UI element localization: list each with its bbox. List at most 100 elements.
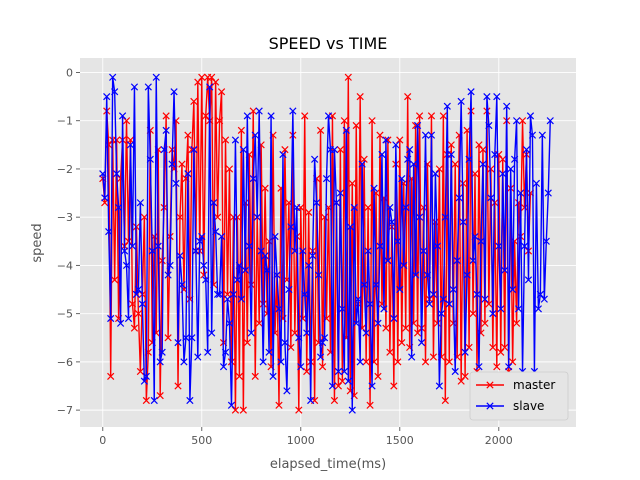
master-point: [111, 276, 119, 284]
slave-point: [178, 281, 186, 289]
master-point: [212, 78, 220, 86]
slave-point: [186, 396, 194, 405]
slave-point: [213, 290, 222, 298]
slave-point: [497, 305, 505, 313]
master-point: [465, 343, 473, 352]
slave-point: [128, 242, 137, 250]
slave-point: [124, 314, 133, 323]
slave-point: [142, 372, 150, 380]
slave-point: [174, 338, 182, 347]
slave-point: [380, 305, 388, 313]
slave-point: [273, 271, 281, 279]
slave-point: [314, 271, 323, 279]
slave-point: [182, 334, 190, 342]
slave-point: [370, 184, 378, 192]
master-point: [105, 141, 113, 149]
y-tick-label: −5: [57, 308, 73, 321]
slave-point: [404, 155, 412, 163]
master-point: [368, 117, 376, 125]
slave-point: [103, 92, 111, 101]
master-point: [136, 367, 145, 376]
master-point: [301, 112, 309, 120]
master-point: [287, 343, 295, 352]
slave-point: [316, 353, 325, 361]
slave-point: [437, 310, 445, 318]
slave-point: [396, 285, 404, 294]
slave-point: [166, 261, 174, 270]
slave-point: [522, 146, 531, 154]
master-point: [497, 348, 505, 356]
slave-point: [168, 160, 176, 168]
master-point: [142, 396, 150, 405]
master-point: [469, 310, 477, 318]
master-point: [261, 184, 269, 192]
slave-point: [200, 261, 208, 270]
master-point: [122, 117, 131, 125]
master-point: [344, 73, 352, 81]
master-point: [217, 88, 226, 96]
axis-ticks: 0 500 1000 1500 2000 0 −1 −2 −3 −4 −5 −6 −7: [57, 66, 513, 447]
y-tick-label: −2: [57, 163, 73, 176]
master-point: [295, 406, 303, 414]
slave-point: [204, 348, 212, 356]
master-point: [404, 92, 412, 101]
legend-label: slave: [513, 399, 544, 413]
slave-point: [524, 276, 533, 284]
master-point: [390, 382, 398, 390]
slave-point: [154, 242, 162, 250]
slave-point: [366, 300, 374, 308]
slave-point: [146, 155, 154, 163]
slave-point: [411, 271, 420, 279]
slave-point: [225, 319, 234, 327]
slave-point: [285, 285, 293, 294]
master-point: [402, 324, 410, 332]
master-point: [419, 203, 428, 212]
slave-point: [312, 199, 321, 207]
slave-point: [384, 256, 392, 265]
master-point: [427, 112, 436, 120]
slave-point: [261, 252, 269, 260]
chart-title: SPEED vs TIME: [269, 34, 388, 53]
slave-point: [382, 136, 390, 144]
master-point: [255, 319, 263, 327]
slave-point: [352, 319, 360, 327]
slave-point: [269, 372, 277, 380]
master-point: [291, 329, 299, 337]
slave-point: [400, 261, 408, 270]
slave-point: [140, 377, 148, 385]
master-point: [208, 73, 216, 81]
master-point: [275, 401, 283, 409]
slave-point: [130, 83, 139, 91]
slave-point: [342, 126, 350, 134]
master-point: [107, 372, 115, 380]
slave-point: [134, 285, 143, 294]
x-tick-label: 0: [99, 434, 106, 447]
master-point: [376, 131, 384, 139]
slave-point: [247, 329, 255, 337]
slave-point: [501, 266, 509, 274]
master-point: [501, 343, 509, 352]
y-axis-label: speed: [30, 223, 45, 262]
slave-point: [251, 131, 259, 139]
slave-point: [386, 203, 394, 212]
master-point: [485, 300, 493, 308]
master-point: [233, 213, 242, 221]
master-point: [362, 358, 370, 366]
slave-point: [297, 363, 305, 371]
master-point: [156, 392, 164, 400]
slave-point: [485, 121, 493, 130]
slave-point: [241, 266, 249, 274]
slave-point: [532, 179, 541, 188]
slave-point: [243, 112, 251, 120]
x-tick-label: 2000: [485, 434, 513, 447]
slave-point: [413, 121, 422, 130]
slave-point: [372, 281, 380, 289]
slave-point: [206, 83, 214, 91]
slave-point: [212, 228, 220, 236]
slave-point: [158, 348, 166, 356]
master-point: [415, 112, 424, 120]
master-point: [439, 112, 447, 120]
slave-point: [544, 189, 552, 197]
y-tick-label: −7: [57, 404, 73, 417]
slave-point: [374, 319, 382, 327]
